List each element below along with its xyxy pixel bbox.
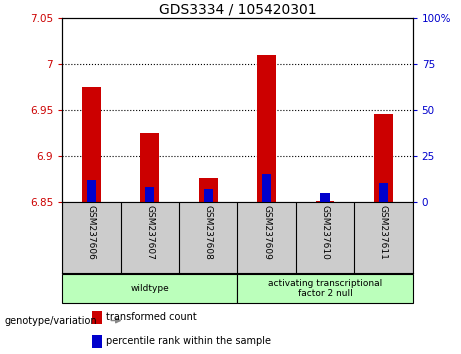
FancyBboxPatch shape (62, 274, 237, 303)
Text: genotype/variation: genotype/variation (5, 315, 97, 326)
Bar (379, 183, 388, 202)
Text: GSM237610: GSM237610 (320, 205, 330, 260)
Bar (204, 189, 213, 202)
Text: percentile rank within the sample: percentile rank within the sample (106, 336, 271, 346)
Bar (374, 114, 393, 202)
Text: GSM237608: GSM237608 (204, 205, 213, 260)
Bar (87, 180, 96, 202)
Text: activating transcriptional
factor 2 null: activating transcriptional factor 2 null (268, 279, 382, 298)
Title: GDS3334 / 105420301: GDS3334 / 105420301 (159, 2, 316, 17)
Text: transformed count: transformed count (106, 312, 197, 322)
Bar (141, 133, 159, 202)
Text: GSM237609: GSM237609 (262, 205, 271, 260)
Bar (82, 87, 101, 202)
Text: GSM237606: GSM237606 (87, 205, 96, 260)
Bar (145, 187, 154, 202)
FancyBboxPatch shape (92, 335, 102, 348)
Bar (199, 178, 218, 202)
Text: GSM237611: GSM237611 (379, 205, 388, 260)
Bar (316, 201, 334, 202)
FancyBboxPatch shape (237, 274, 413, 303)
Bar (257, 55, 276, 202)
Bar (262, 174, 271, 202)
Text: wildtype: wildtype (130, 284, 169, 293)
Bar (320, 193, 330, 202)
Text: GSM237607: GSM237607 (145, 205, 154, 260)
FancyBboxPatch shape (92, 311, 102, 324)
